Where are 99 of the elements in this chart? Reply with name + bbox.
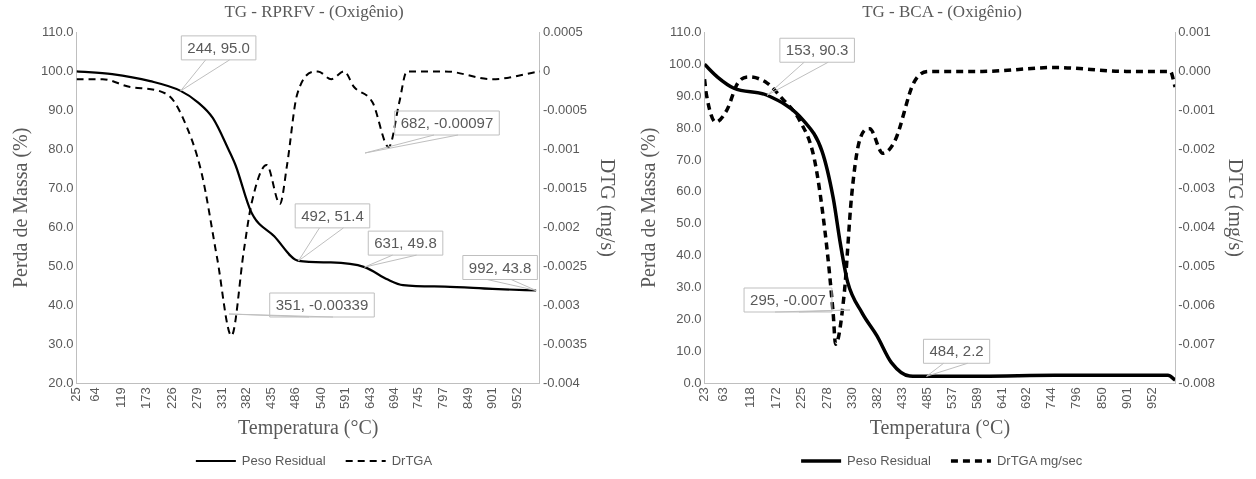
x-tick-label: 118 bbox=[741, 387, 757, 409]
y-tick-label: 100.0 bbox=[40, 62, 74, 78]
x-tick-label: 485 bbox=[918, 387, 934, 410]
y2-tick-label: -0.0015 bbox=[542, 179, 587, 195]
annotation: 492, 51.4 bbox=[301, 207, 364, 225]
x-tick-label: 694 bbox=[386, 387, 402, 410]
annotation: 992, 43.8 bbox=[468, 258, 532, 276]
annotation: 244, 95.0 bbox=[187, 39, 250, 57]
x-tick-label: 850 bbox=[1094, 387, 1110, 410]
y-tick-label: 30.0 bbox=[676, 279, 702, 295]
y-tick-label: 40.0 bbox=[48, 296, 74, 312]
x-tick-label: 63 bbox=[715, 387, 731, 402]
x-tick-label: 796 bbox=[1068, 387, 1084, 410]
y2-tick-label: 0.000 bbox=[1178, 62, 1211, 78]
x-tick-label: 25 bbox=[68, 387, 84, 402]
y-tick-label: 70.0 bbox=[48, 179, 74, 195]
x-axis-title: Temperatura (°C) bbox=[238, 416, 379, 440]
x-tick-label: 849 bbox=[459, 387, 475, 410]
legend-label: Peso Residual bbox=[241, 452, 326, 468]
x-tick-label: 23 bbox=[696, 387, 712, 402]
y-tick-label: 110.0 bbox=[669, 23, 702, 39]
y-tick-label: 70.0 bbox=[676, 151, 702, 167]
y2-tick-label: -0.001 bbox=[542, 140, 580, 156]
x-tick-label: 172 bbox=[767, 387, 783, 410]
y-tick-label: 60.0 bbox=[676, 183, 702, 199]
legend-label: DrTGA mg/sec bbox=[996, 452, 1083, 468]
x-tick-label: 641 bbox=[993, 387, 1009, 410]
x-tick-label: 173 bbox=[138, 387, 154, 410]
annotation: 682, -0.00097 bbox=[400, 114, 494, 132]
x-tick-label: 64 bbox=[86, 387, 102, 402]
y-tick-label: 20.0 bbox=[676, 311, 702, 327]
x-tick-label: 797 bbox=[435, 387, 451, 410]
x-tick-label: 382 bbox=[237, 387, 253, 410]
y2-tick-label: -0.008 bbox=[1178, 374, 1216, 390]
y2-tick-label: -0.002 bbox=[1178, 140, 1216, 156]
y-tick-label: 40.0 bbox=[676, 247, 702, 263]
x-tick-label: 901 bbox=[1119, 387, 1135, 410]
y2-tick-label: -0.004 bbox=[1178, 218, 1216, 234]
y2-tick-label: -0.0035 bbox=[542, 335, 587, 351]
x-tick-label: 537 bbox=[943, 387, 959, 410]
y-tick-label: 80.0 bbox=[48, 140, 74, 156]
y-tick-label: 60.0 bbox=[48, 218, 74, 234]
annotation: 631, 49.8 bbox=[374, 234, 437, 252]
x-axis-title: Temperatura (°C) bbox=[869, 416, 1011, 440]
x-tick-label: 744 bbox=[1043, 387, 1059, 410]
y2-tick-label: -0.003 bbox=[1178, 179, 1216, 195]
x-tick-label: 692 bbox=[1018, 387, 1034, 410]
y2-tick-label: -0.006 bbox=[1178, 296, 1216, 312]
legend-label: DrTGA bbox=[391, 452, 433, 468]
y2-tick-label: -0.001 bbox=[1178, 101, 1216, 117]
annotation: 351, -0.00339 bbox=[275, 296, 369, 314]
y-axis-title: Perda de Massa (%) bbox=[9, 127, 33, 289]
x-tick-label: 591 bbox=[337, 387, 353, 410]
y2-tick-label: -0.0025 bbox=[542, 257, 587, 273]
y-axis-title: Perda de Massa (%) bbox=[637, 127, 661, 289]
x-tick-label: 901 bbox=[484, 387, 500, 410]
y-tick-label: 80.0 bbox=[676, 119, 702, 135]
x-tick-label: 589 bbox=[968, 387, 984, 410]
y-tick-label: 30.0 bbox=[48, 335, 74, 351]
y2-tick-label: -0.007 bbox=[1178, 335, 1216, 351]
annotation: 153, 90.3 bbox=[785, 41, 849, 59]
x-tick-label: 330 bbox=[843, 387, 859, 410]
x-tick-label: 952 bbox=[508, 387, 524, 410]
chart-title: TG - RPRFV - (Oxigênio) bbox=[224, 1, 404, 21]
y2-tick-label: -0.004 bbox=[542, 374, 580, 390]
x-tick-label: 435 bbox=[262, 387, 278, 410]
y-tick-label: 50.0 bbox=[48, 257, 74, 273]
y-tick-label: 110.0 bbox=[41, 23, 74, 39]
y2-tick-label: 0.001 bbox=[1178, 23, 1211, 39]
y2-axis-title: DTG (mg/s) bbox=[1223, 158, 1247, 258]
y2-tick-label: 0 bbox=[542, 62, 551, 78]
x-tick-label: 433 bbox=[893, 387, 909, 410]
y2-tick-label: 0.0005 bbox=[542, 23, 583, 39]
x-tick-label: 279 bbox=[188, 387, 204, 410]
y-tick-label: 100.0 bbox=[668, 55, 702, 71]
y2-tick-label: -0.002 bbox=[542, 218, 580, 234]
chart-title: TG - BCA - (Oxigênio) bbox=[862, 1, 1022, 21]
y-tick-label: 10.0 bbox=[676, 342, 702, 358]
x-tick-label: 643 bbox=[361, 387, 377, 410]
y-tick-label: 50.0 bbox=[676, 215, 702, 231]
y2-tick-label: -0.0005 bbox=[542, 101, 587, 117]
y2-axis-title: DTG (mg/s) bbox=[595, 158, 619, 258]
x-tick-label: 382 bbox=[869, 387, 885, 410]
legend-label: Peso Residual bbox=[847, 452, 932, 468]
y2-tick-label: -0.003 bbox=[542, 296, 580, 312]
x-tick-label: 225 bbox=[793, 387, 809, 410]
x-tick-label: 119 bbox=[112, 387, 128, 409]
annotation: 295, -0.007 bbox=[750, 291, 826, 309]
y-tick-label: 90.0 bbox=[48, 101, 74, 117]
x-tick-label: 331 bbox=[213, 387, 229, 410]
y2-tick-label: -0.005 bbox=[1178, 257, 1216, 273]
y-tick-label: 90.0 bbox=[676, 87, 702, 103]
annotation: 484, 2.2 bbox=[929, 342, 984, 360]
x-tick-label: 745 bbox=[410, 387, 426, 410]
x-tick-label: 278 bbox=[818, 387, 834, 410]
x-tick-label: 486 bbox=[287, 387, 303, 410]
x-tick-label: 952 bbox=[1143, 387, 1159, 410]
x-tick-label: 226 bbox=[163, 387, 179, 410]
x-tick-label: 540 bbox=[312, 387, 328, 410]
